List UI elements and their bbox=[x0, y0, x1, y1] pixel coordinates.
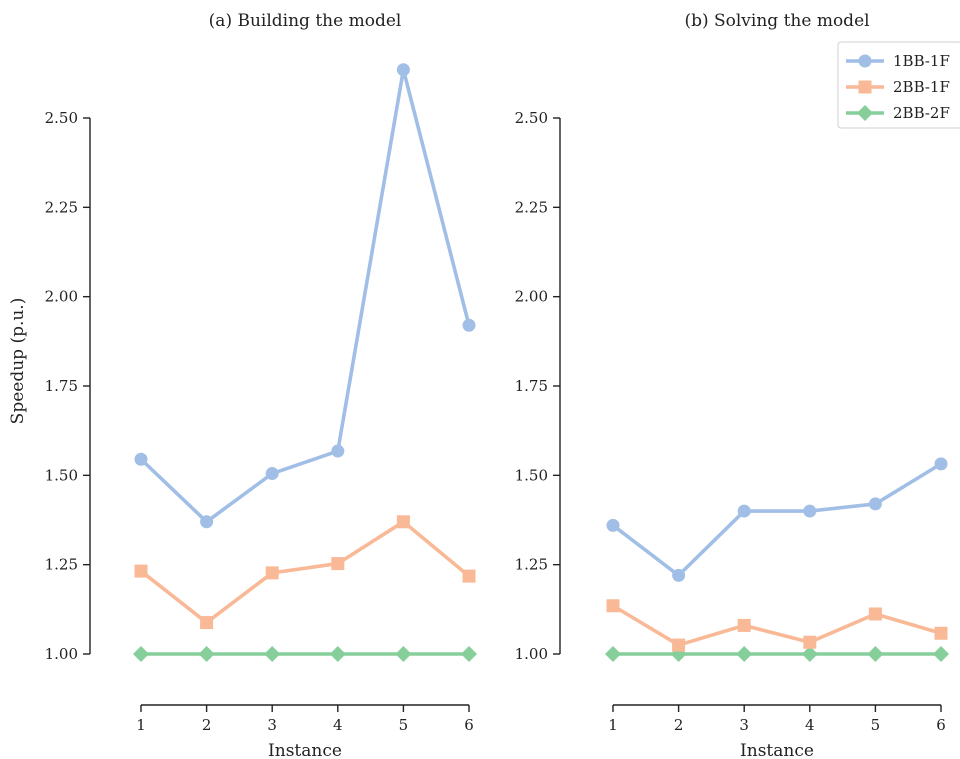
panel-title: (a) Building the model bbox=[209, 11, 402, 31]
y-tick-label: 2.00 bbox=[45, 288, 78, 306]
series-2bb-1f bbox=[134, 515, 476, 630]
data-point bbox=[462, 569, 476, 583]
x-tick-label: 2 bbox=[674, 716, 684, 734]
data-point bbox=[605, 646, 621, 662]
legend-entries: 1BB-1F 2BB-1F 2BB-2F bbox=[846, 52, 950, 122]
y-tick-label: 1.00 bbox=[45, 645, 78, 663]
legend-label: 2BB-2F bbox=[893, 104, 950, 122]
x-tick-label: 3 bbox=[267, 716, 277, 734]
data-point bbox=[933, 646, 949, 662]
x-tick-label: 1 bbox=[136, 716, 146, 734]
x-tick-label: 5 bbox=[871, 716, 881, 734]
data-point bbox=[606, 599, 620, 613]
x-tick-label: 4 bbox=[805, 716, 815, 734]
legend-marker bbox=[857, 105, 873, 121]
legend-label: 1BB-1F bbox=[893, 52, 950, 70]
series-2bb-2f bbox=[133, 646, 477, 662]
data-point bbox=[331, 557, 345, 571]
data-point bbox=[265, 467, 279, 481]
data-point bbox=[737, 504, 751, 518]
x-tick-label: 2 bbox=[202, 716, 212, 734]
legend-entry: 2BB-2F bbox=[846, 104, 950, 122]
axes: 1.00 1.25 1.50 1.75 2.00 2.25 2.50 1 2 3 4 5 6 bbox=[515, 109, 946, 734]
y-tick-label: 1.75 bbox=[515, 377, 548, 395]
data-point bbox=[200, 616, 214, 630]
panel-title: (b) Solving the model bbox=[684, 11, 869, 31]
data-point bbox=[331, 444, 345, 458]
y-tick-label: 1.25 bbox=[45, 556, 78, 574]
y-tick-label: 2.00 bbox=[515, 288, 548, 306]
data-point bbox=[462, 318, 476, 332]
panel-solving-model: (b) Solving the model Instance 1.001.251… bbox=[515, 11, 949, 759]
series-line bbox=[611, 603, 943, 647]
data-point bbox=[606, 518, 620, 532]
data-point bbox=[461, 646, 477, 662]
x-tick-label: 6 bbox=[464, 716, 474, 734]
y-tick-label: 1.75 bbox=[45, 377, 78, 395]
data-point bbox=[198, 646, 215, 662]
data-point bbox=[867, 646, 884, 662]
series-line bbox=[139, 67, 471, 524]
x-tick-label: 3 bbox=[739, 716, 749, 734]
data-point bbox=[868, 497, 882, 511]
y-tick-label: 1.50 bbox=[45, 466, 78, 484]
data-point bbox=[934, 626, 948, 640]
data-point bbox=[264, 646, 281, 662]
data-point bbox=[803, 635, 817, 649]
legend-entry: 1BB-1F bbox=[846, 52, 950, 70]
y-tick-label: 1.50 bbox=[515, 466, 548, 484]
data-point bbox=[672, 638, 686, 652]
y-tick-label: 2.50 bbox=[515, 109, 548, 127]
series-line bbox=[611, 462, 943, 578]
y-tick-label: 2.25 bbox=[515, 198, 548, 216]
legend-label: 2BB-1F bbox=[893, 78, 950, 96]
axes: 1.00 1.25 1.50 1.75 2.00 2.25 2.50 1 2 3 4 5 6 bbox=[45, 109, 474, 734]
data-point bbox=[396, 63, 410, 77]
y-tick-label: 1.00 bbox=[515, 645, 548, 663]
data-point bbox=[737, 618, 751, 632]
data-point bbox=[395, 646, 412, 662]
data-point bbox=[736, 646, 753, 662]
data-point bbox=[134, 452, 148, 466]
panel-building-model: (a) Building the model Speedup (p.u.) In… bbox=[8, 11, 477, 759]
data-point bbox=[803, 504, 817, 518]
series-2bb-1f bbox=[606, 599, 948, 652]
data-point bbox=[672, 568, 686, 582]
series-line bbox=[139, 519, 471, 625]
series-layer bbox=[605, 457, 949, 662]
data-point bbox=[934, 457, 948, 471]
y-axis-label: Speedup (p.u.) bbox=[8, 298, 28, 425]
x-axis-label: Instance bbox=[740, 741, 814, 759]
legend-entry: 2BB-1F bbox=[846, 78, 950, 96]
x-tick-label: 5 bbox=[399, 716, 409, 734]
data-point bbox=[134, 564, 148, 578]
x-tick-label: 4 bbox=[333, 716, 343, 734]
series-2bb-2f bbox=[605, 646, 949, 662]
data-point bbox=[329, 646, 346, 662]
y-tick-label: 2.25 bbox=[45, 198, 78, 216]
data-point bbox=[133, 646, 149, 662]
x-tick-label: 1 bbox=[608, 716, 618, 734]
series-layer bbox=[133, 63, 477, 662]
y-tick-label: 2.50 bbox=[45, 109, 78, 127]
data-point bbox=[396, 515, 410, 529]
legend-marker bbox=[858, 54, 872, 68]
data-point bbox=[200, 515, 214, 529]
legend: 1BB-1F 2BB-1F 2BB-2F bbox=[837, 41, 960, 129]
x-tick-label: 6 bbox=[936, 716, 946, 734]
x-axis-label: Instance bbox=[268, 741, 342, 759]
series-1bb-1f bbox=[606, 457, 948, 582]
legend-marker bbox=[858, 80, 872, 94]
y-tick-label: 1.25 bbox=[515, 556, 548, 574]
data-point bbox=[868, 607, 882, 621]
data-point bbox=[265, 566, 279, 580]
series-1bb-1f bbox=[134, 63, 476, 529]
data-point bbox=[801, 646, 818, 662]
